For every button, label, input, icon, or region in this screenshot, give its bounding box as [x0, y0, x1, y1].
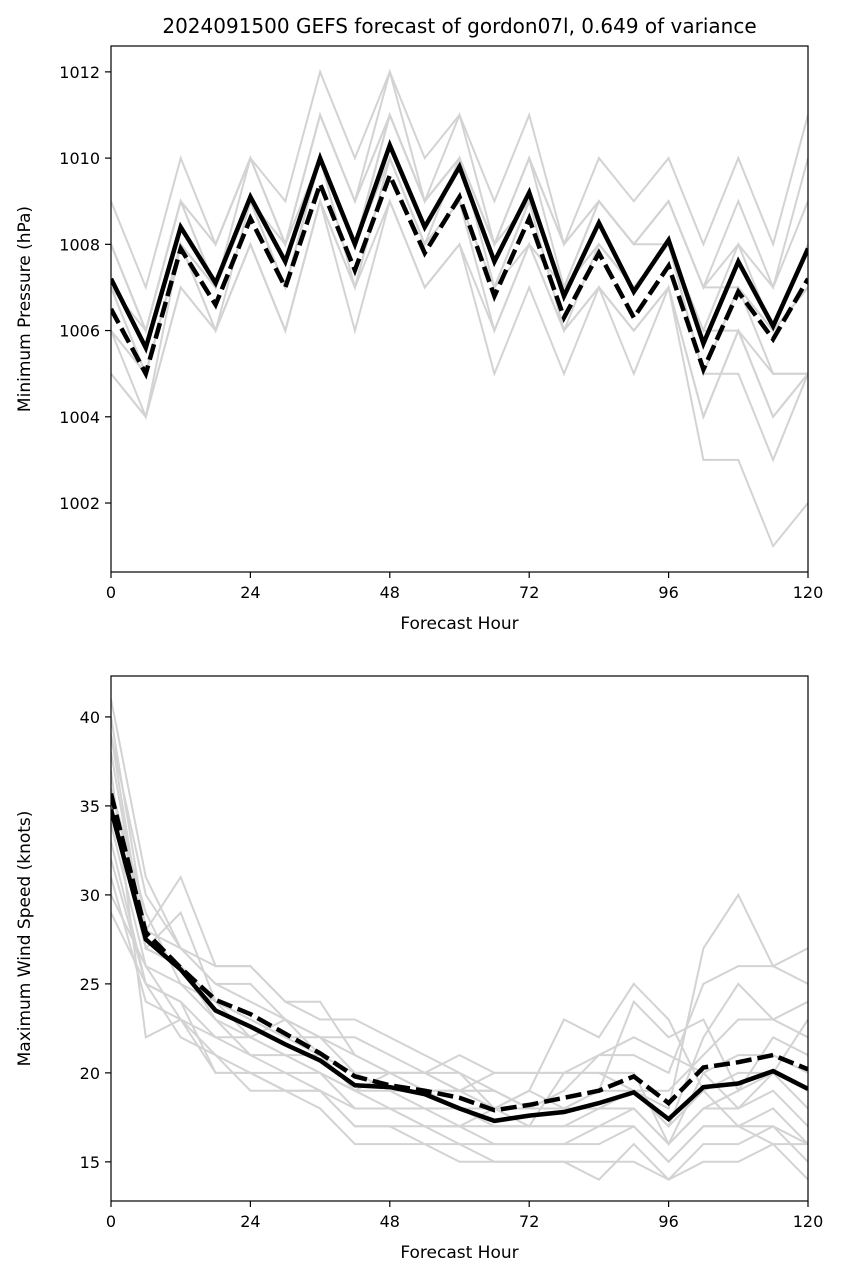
wind-y-tick-label: 25 — [80, 975, 100, 994]
wind-x-tick-label: 120 — [793, 1212, 824, 1231]
pressure-x-tick-label: 24 — [240, 583, 260, 602]
pressure-member-line-12 — [111, 111, 808, 375]
wind-x-axis-label: Forecast Hour — [400, 1243, 518, 1263]
pressure-plot-area — [111, 68, 808, 549]
wind-solid-mean-line — [111, 808, 808, 1124]
pressure-x-tick-label: 0 — [106, 583, 116, 602]
wind-member-line-13 — [111, 912, 808, 1128]
pressure-y-tick-label: 1004 — [59, 408, 100, 427]
pressure-y-tick-label: 1002 — [59, 494, 100, 513]
pressure-x-tick-label: 72 — [519, 583, 539, 602]
wind-x-tick-label: 72 — [519, 1212, 539, 1231]
wind-y-tick-label: 40 — [80, 708, 100, 727]
wind-x-tick-label: 24 — [240, 1212, 260, 1231]
wind-y-tick-label: 20 — [80, 1064, 100, 1083]
wind-y-tick-label: 35 — [80, 797, 100, 816]
wind-y-tick-label: 30 — [80, 886, 100, 905]
pressure-y-tick-label: 1012 — [59, 63, 100, 82]
wind-y-tick-label: 15 — [80, 1153, 100, 1172]
pressure-y-tick-label: 1008 — [59, 235, 100, 254]
pressure-solid-mean-line — [111, 138, 808, 354]
wind-member-line-2 — [111, 716, 808, 1075]
wind-panel: 0 24 48 72 96 120 15 20 25 30 35 40 Forecast Hour Max… — [15, 675, 824, 1263]
wind-x-tick-label: 0 — [106, 1212, 116, 1231]
pressure-x-tick-label: 48 — [380, 583, 400, 602]
pressure-y-axis-label: Minimum Pressure (hPa) — [15, 206, 35, 412]
pressure-axes-frame — [110, 45, 809, 573]
wind-member-line-11 — [111, 876, 808, 1182]
pressure-x-tick-label: 96 — [658, 583, 678, 602]
pressure-y-tick-label: 1010 — [59, 149, 100, 168]
wind-member-line-15 — [111, 787, 808, 1146]
wind-dashed-mean-line — [111, 792, 808, 1113]
wind-x-tick-label: 96 — [658, 1212, 678, 1231]
wind-x-tick-label: 48 — [380, 1212, 400, 1231]
wind-member-line-12 — [111, 894, 808, 1181]
wind-y-axis-label: Maximum Wind Speed (knots) — [15, 811, 35, 1067]
pressure-x-tick-label: 120 — [793, 583, 824, 602]
wind-plot-area — [111, 698, 808, 1182]
pressure-chart-title: 2024091500 GEFS forecast of gordon07l, 0… — [162, 14, 756, 38]
pressure-x-axis-label: Forecast Hour — [400, 614, 518, 634]
pressure-y-tick-label: 1006 — [59, 322, 100, 341]
pressure-panel: 0 24 48 72 96 120 1002 1004 1006 1008 1010 1012 Fore… — [15, 14, 823, 634]
pressure-dashed-mean-line — [111, 169, 808, 380]
pressure-member-line-9 — [111, 198, 808, 549]
wind-axes-frame — [110, 675, 809, 1202]
